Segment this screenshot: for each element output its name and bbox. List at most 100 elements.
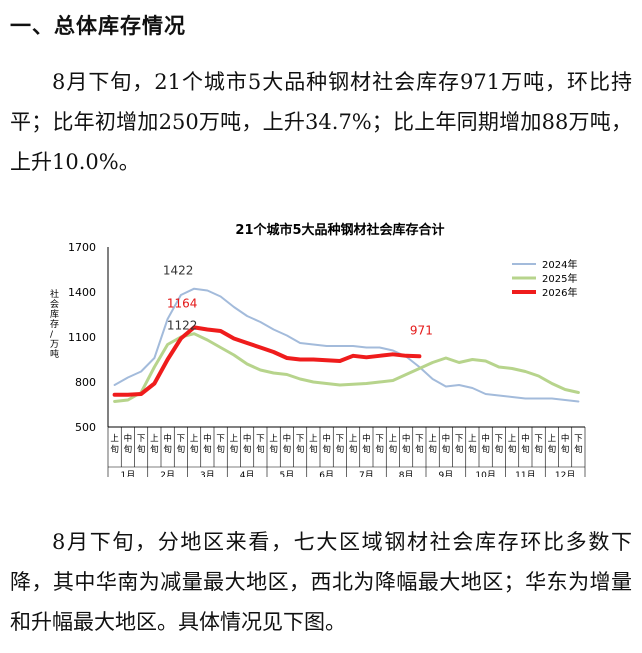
x-sub-label-char: 旬 [137, 444, 146, 455]
x-sub-label-char: 下 [296, 434, 305, 444]
x-sub-label-char: 旬 [230, 444, 239, 455]
x-sub-label: 中旬 [243, 433, 252, 455]
x-sub-label-char: 旬 [336, 444, 345, 455]
x-sub-label-char: 旬 [243, 444, 252, 455]
legend-label: 2025年 [542, 272, 577, 285]
x-month-label: 10月 [475, 470, 495, 477]
x-sub-label: 中旬 [402, 433, 411, 455]
x-sub-label-char: 下 [495, 434, 504, 444]
x-sub-label-char: 旬 [269, 444, 278, 455]
y-axis-label: 社会库存/万吨 [50, 288, 59, 360]
x-sub-label-char: 旬 [322, 444, 331, 455]
x-sub-label-char: 旬 [309, 444, 318, 455]
x-sub-label-char: 下 [574, 434, 583, 444]
x-axis-labels: 上旬中旬下旬上旬中旬下旬上旬中旬下旬上旬中旬下旬上旬中旬下旬上旬中旬下旬上旬中旬… [107, 427, 586, 482]
x-sub-label-char: 中 [402, 433, 411, 444]
x-sub-label-char: 旬 [349, 444, 358, 455]
x-sub-label: 上旬 [230, 434, 239, 455]
x-sub-label-char: 旬 [508, 444, 517, 455]
x-month-label: 1月 [121, 470, 136, 477]
x-sub-label-char: 上 [150, 434, 159, 444]
x-sub-label-char: 中 [243, 433, 252, 444]
x-sub-label: 中旬 [322, 433, 331, 455]
x-sub-label-char: 中 [481, 433, 490, 444]
x-sub-label-char: 下 [216, 434, 225, 444]
x-sub-label: 下旬 [137, 434, 146, 455]
x-sub-label-char: 上 [428, 434, 437, 444]
legend-label: 2026年 [542, 286, 577, 299]
chart-svg: 21个城市5大品种钢材社会库存合计 社会库存/万吨 500 800 1100 1400… [50, 222, 586, 482]
annotation-2026-peak: 1164 [167, 296, 198, 310]
x-sub-label-char: 旬 [548, 444, 557, 455]
x-sub-label-char: 中 [124, 433, 133, 444]
x-sub-label-char: 旬 [203, 444, 212, 455]
x-sub-label-char: 旬 [389, 444, 398, 455]
y-axis-label-char: 吨 [50, 348, 59, 360]
x-sub-label-char: 旬 [375, 444, 384, 455]
x-month-label: 12月 [555, 470, 575, 477]
x-sub-label-char: 上 [309, 434, 318, 444]
annotation-2026-latest: 971 [410, 323, 433, 337]
y-tick-labels: 500 800 1100 1400 1700 [68, 241, 96, 434]
x-sub-label-char: 上 [349, 434, 358, 444]
x-sub-label-char: 中 [362, 433, 371, 444]
x-sub-label: 中旬 [561, 433, 570, 455]
x-sub-label-char: 旬 [163, 444, 172, 455]
x-sub-label: 下旬 [415, 434, 424, 455]
x-sub-label-char: 旬 [216, 444, 225, 455]
x-sub-label: 下旬 [375, 434, 384, 455]
x-sub-label-char: 上 [110, 434, 119, 444]
x-sub-label: 下旬 [455, 434, 464, 455]
x-sub-label-char: 旬 [455, 444, 464, 455]
x-sub-label: 下旬 [177, 434, 186, 455]
annotation-2024-peak: 1422 [163, 264, 194, 278]
summary-paragraph: 8月下旬，21个城市5大品种钢材社会库存971万吨，环比持平；比年初增加250万… [10, 70, 632, 174]
series-line-2024年 [113, 287, 580, 403]
x-sub-label: 上旬 [309, 434, 318, 455]
x-month-label: 5月 [280, 470, 295, 477]
x-sub-label-char: 旬 [177, 444, 186, 455]
x-sub-label-char: 中 [163, 433, 172, 444]
x-sub-label: 下旬 [216, 434, 225, 455]
x-sub-label-char: 中 [203, 433, 212, 444]
x-sub-label-char: 旬 [296, 444, 305, 455]
x-sub-label: 上旬 [269, 434, 278, 455]
x-sub-label-char: 中 [442, 433, 451, 444]
x-sub-label: 下旬 [574, 434, 583, 455]
x-sub-label-char: 旬 [256, 444, 265, 455]
y-tick-label: 500 [75, 421, 96, 434]
series-line-2026年 [112, 325, 422, 397]
x-sub-label: 上旬 [389, 434, 398, 455]
x-sub-label-char: 中 [322, 433, 331, 444]
y-axis-label-char: 万 [50, 340, 59, 350]
x-sub-label: 上旬 [468, 434, 477, 455]
y-tick-label: 1400 [68, 286, 96, 299]
y-axis-label-char: 社 [50, 288, 59, 300]
x-sub-label: 上旬 [548, 434, 557, 455]
y-axis-label-char: 库 [50, 308, 59, 320]
y-tick-label: 800 [75, 376, 96, 389]
y-tick-label: 1100 [68, 331, 96, 344]
regional-paragraph: 8月下旬，分地区来看，七大区域钢材社会库存环比多数下降，其中华南为减量最大地区，… [10, 530, 632, 634]
x-sub-label-char: 上 [508, 434, 517, 444]
x-sub-label: 中旬 [442, 433, 451, 455]
x-sub-label-char: 中 [561, 433, 570, 444]
x-sub-label: 中旬 [481, 433, 490, 455]
x-sub-label: 上旬 [428, 434, 437, 455]
x-sub-label: 上旬 [349, 434, 358, 455]
x-sub-label-char: 上 [190, 434, 199, 444]
x-sub-label-char: 下 [256, 434, 265, 444]
x-sub-label-char: 下 [415, 434, 424, 444]
x-sub-label-char: 旬 [124, 444, 133, 455]
x-sub-label: 中旬 [362, 433, 371, 455]
x-sub-label: 下旬 [534, 434, 543, 455]
x-sub-label-char: 旬 [402, 444, 411, 455]
legend-label: 2024年 [542, 258, 577, 271]
x-sub-label-char: 旬 [190, 444, 199, 455]
y-axis-label-char: 存 [50, 318, 59, 330]
x-sub-label: 下旬 [495, 434, 504, 455]
x-sub-label-char: 中 [521, 433, 530, 444]
x-sub-label-char: 下 [375, 434, 384, 444]
series-line-2025年 [113, 332, 580, 403]
